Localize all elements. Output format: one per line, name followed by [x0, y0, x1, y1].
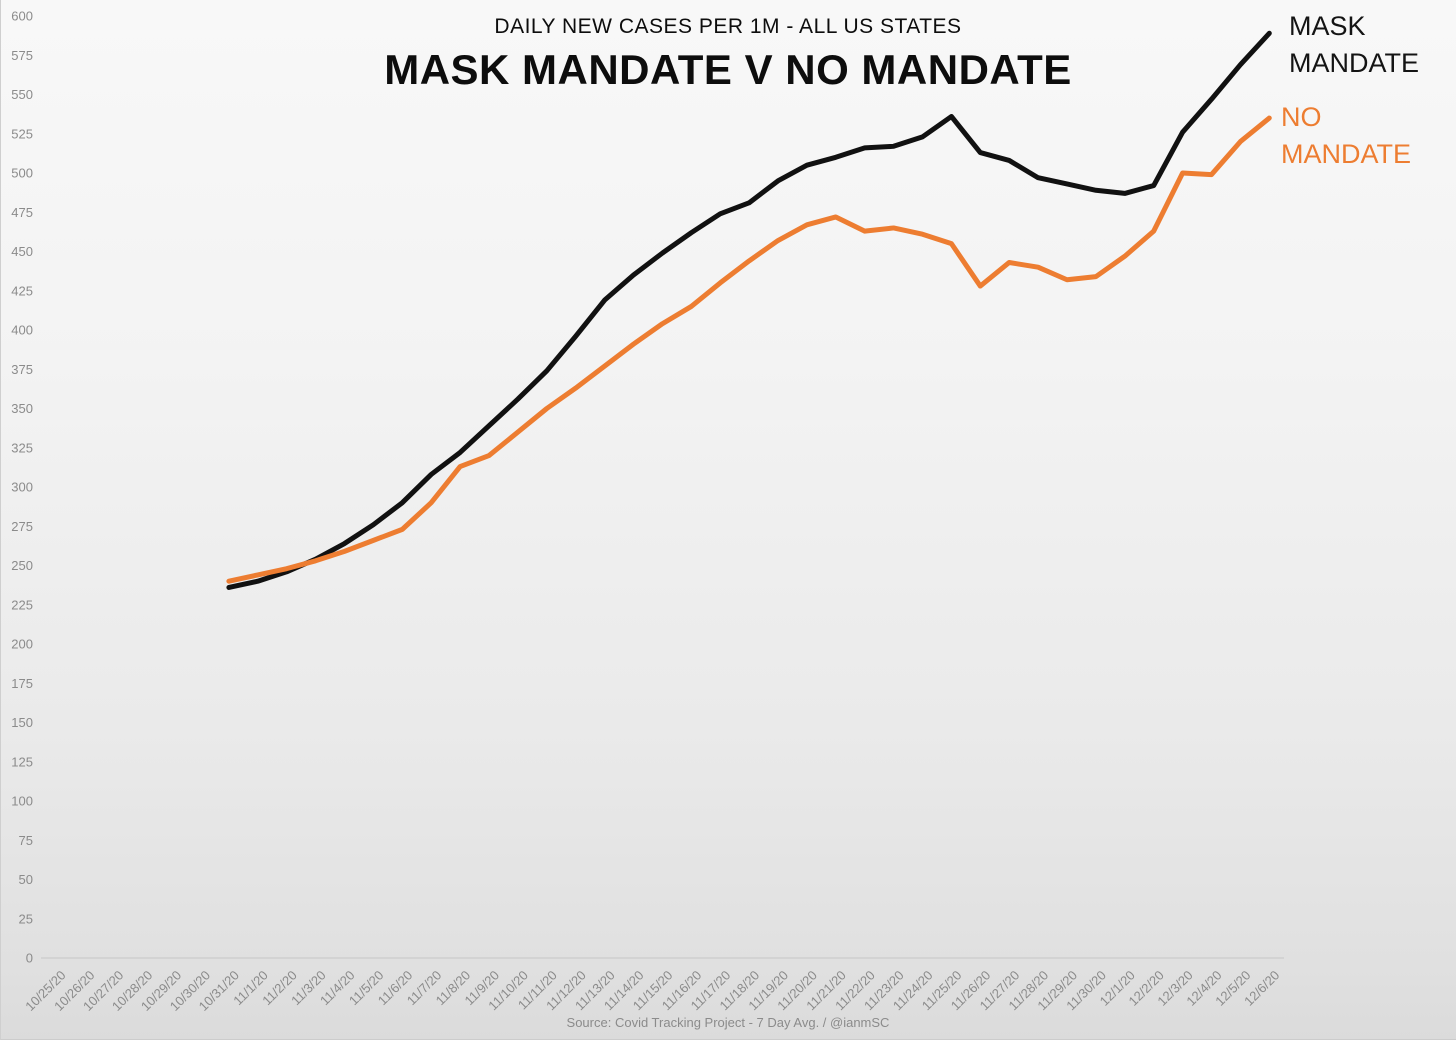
y-axis-tick-label: 475: [11, 205, 33, 220]
y-axis-tick-label: 100: [11, 794, 33, 809]
y-axis-tick-label: 550: [11, 87, 33, 102]
y-axis-tick-label: 175: [11, 676, 33, 691]
y-axis-tick-label: 500: [11, 166, 33, 181]
y-axis-tick-label: 50: [19, 872, 33, 887]
y-axis-tick-label: 225: [11, 597, 33, 612]
legend-no-mandate-label: NO MANDATE: [1281, 102, 1412, 169]
chart-title: MASK MANDATE V NO MANDATE: [384, 46, 1072, 93]
source-credit: Source: Covid Tracking Project - 7 Day A…: [566, 1015, 890, 1030]
y-axis-tick-label: 400: [11, 323, 33, 338]
y-axis-tick-label: 250: [11, 558, 33, 573]
y-axis-tick-label: 325: [11, 440, 33, 455]
y-axis-tick-label: 375: [11, 362, 33, 377]
y-axis-tick-label: 200: [11, 637, 33, 652]
y-axis-tick-label: 450: [11, 244, 33, 259]
y-axis-tick-label: 425: [11, 283, 33, 298]
chart-subtitle: DAILY NEW CASES PER 1M - ALL US STATES: [494, 15, 962, 38]
y-axis-tick-label: 600: [11, 9, 33, 24]
y-axis-tick-label: 525: [11, 126, 33, 141]
y-axis-tick-label: 300: [11, 480, 33, 495]
y-axis-tick-label: 75: [19, 833, 33, 848]
no-mandate-line: [226, 115, 1272, 584]
mask-mandate-line: [226, 30, 1272, 590]
y-axis-tick-label: 275: [11, 519, 33, 534]
legend-mask-mandate-label: MASK MANDATE: [1289, 11, 1420, 78]
y-axis-tick-label: 575: [11, 48, 33, 63]
y-axis-tick-label: 25: [19, 911, 33, 926]
y-axis-tick-label: 0: [26, 951, 33, 966]
y-axis-tick-label: 125: [11, 754, 33, 769]
y-axis-tick-label: 150: [11, 715, 33, 730]
y-axis-tick-label: 350: [11, 401, 33, 416]
